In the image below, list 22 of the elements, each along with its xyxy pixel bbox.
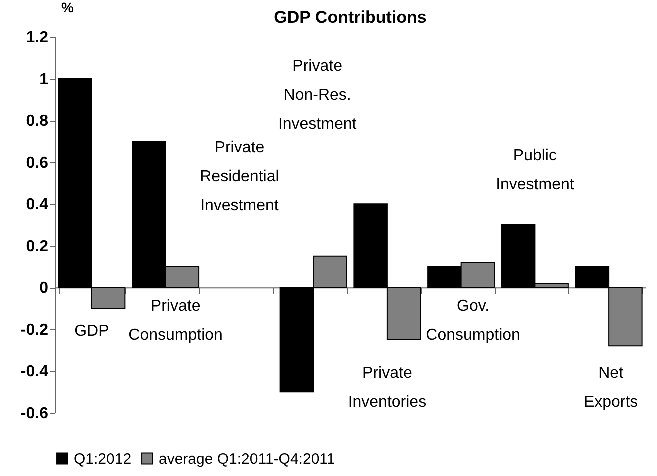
x-tick-label: GDP <box>74 323 110 340</box>
x-tick-label: Public Investment <box>496 148 575 194</box>
x-tick-label: Private Consumption <box>128 298 223 344</box>
y-tick-label: -0.6 <box>20 406 49 422</box>
y-tick-label: -0.2 <box>20 322 49 339</box>
y-tick-label: 0.2 <box>26 238 49 256</box>
legend-label: average Q1:2011-Q4:2011 <box>159 450 336 468</box>
legend-label: Q1:2012 <box>74 450 132 468</box>
chart-title: GDP Contributions <box>274 8 427 27</box>
y-tick-label: 0.8 <box>26 113 49 130</box>
y-tick-label: 0.6 <box>26 154 49 172</box>
y-tick-label: -0.4 <box>20 364 49 381</box>
x-tick-label: Private Inventories <box>348 364 427 411</box>
x-tick-label: Net Exports <box>584 364 638 411</box>
x-tick-label: Gov. Consumption <box>426 298 520 344</box>
y-tick-label: 1 <box>40 71 49 88</box>
x-tick-label: Private Residential Investment <box>200 139 280 214</box>
y-tick-label: 0 <box>40 280 49 298</box>
x-tick-label: Private Non-Res. Investment <box>278 58 358 133</box>
y-axis-title: % <box>62 0 74 16</box>
y-tick-label: 0.4 <box>26 196 49 214</box>
y-tick-label: 1.2 <box>26 30 49 46</box>
